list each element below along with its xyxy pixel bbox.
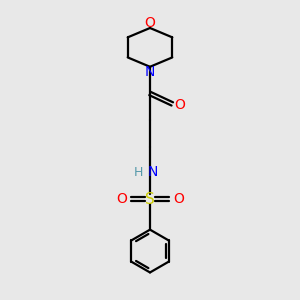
Text: O: O — [116, 192, 127, 206]
Text: N: N — [145, 65, 155, 79]
Text: O: O — [174, 98, 185, 112]
Text: N: N — [147, 165, 158, 179]
Text: O: O — [173, 192, 184, 206]
Text: H: H — [134, 166, 143, 179]
Text: O: O — [145, 16, 155, 30]
Text: S: S — [145, 191, 155, 206]
